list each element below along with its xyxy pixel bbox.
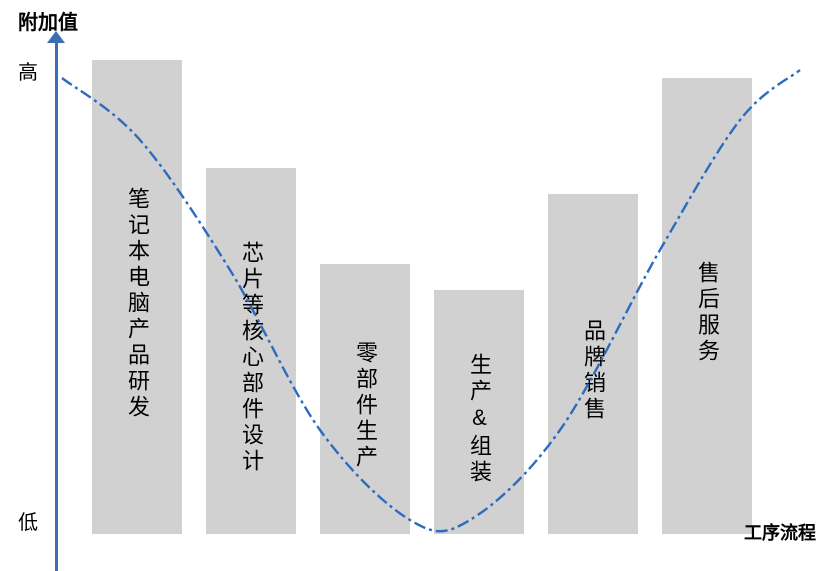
y-axis-line bbox=[55, 40, 58, 571]
y-axis-arrow bbox=[47, 31, 65, 43]
bar-label-3: 生产&组装 bbox=[434, 310, 524, 528]
y-tick-low: 低 bbox=[18, 506, 38, 535]
bar-label-2: 零部件生产 bbox=[320, 284, 410, 528]
bar-label-4: 品牌销售 bbox=[548, 214, 638, 528]
bar-label-5: 售后服务 bbox=[662, 98, 752, 528]
y-tick-high: 高 bbox=[18, 56, 38, 85]
bar-label-1: 芯片等核心部件设计 bbox=[206, 188, 296, 528]
x-axis-title: 工序流程 bbox=[744, 519, 816, 545]
smile-curve-chart: 附加值 高 低 笔记本电脑产品研发 芯片等核心部件设计 零部件生产 生产&组装 … bbox=[0, 0, 830, 571]
bar-label-0: 笔记本电脑产品研发 bbox=[92, 80, 182, 528]
